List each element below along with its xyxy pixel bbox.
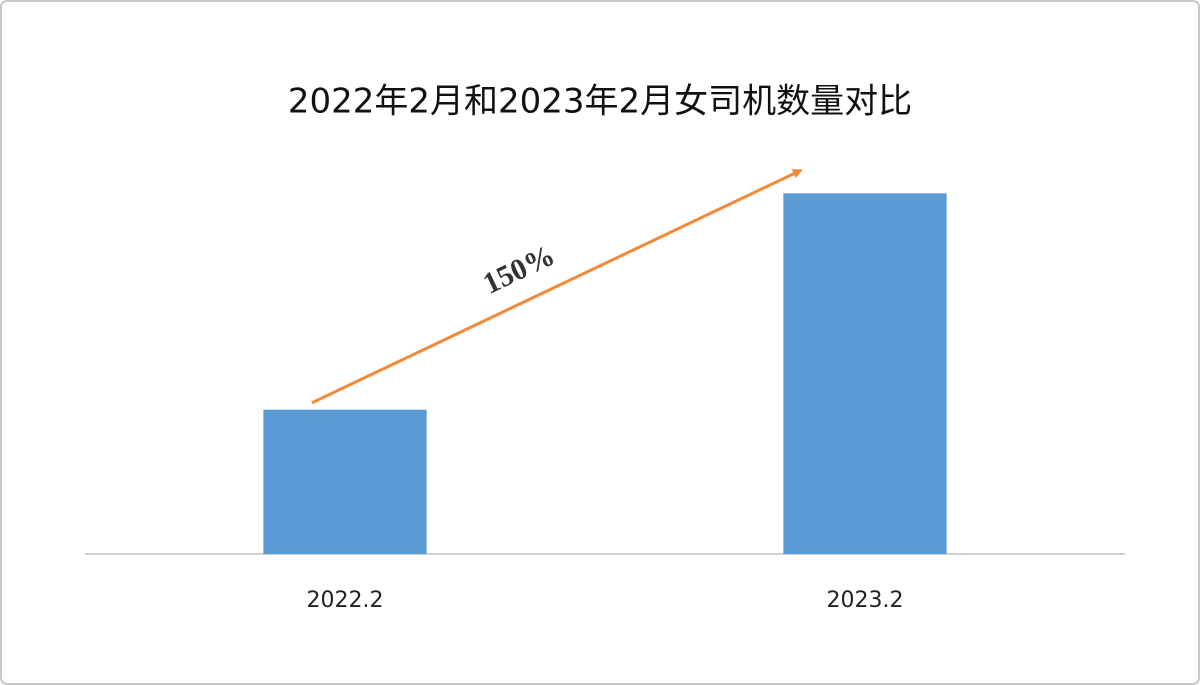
bar xyxy=(783,193,947,555)
x-tick-label: 2023.2 xyxy=(827,588,904,613)
chart-title: 2022年2月和2023年2月女司机数量对比 xyxy=(288,82,912,122)
bar xyxy=(263,409,427,554)
growth-arrow xyxy=(311,168,803,405)
x-tick-label: 2022.2 xyxy=(307,588,384,613)
